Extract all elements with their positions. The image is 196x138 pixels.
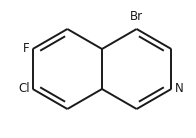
Text: F: F (23, 43, 30, 55)
Text: Cl: Cl (18, 83, 30, 95)
Text: Br: Br (130, 10, 143, 23)
Text: N: N (174, 83, 183, 95)
